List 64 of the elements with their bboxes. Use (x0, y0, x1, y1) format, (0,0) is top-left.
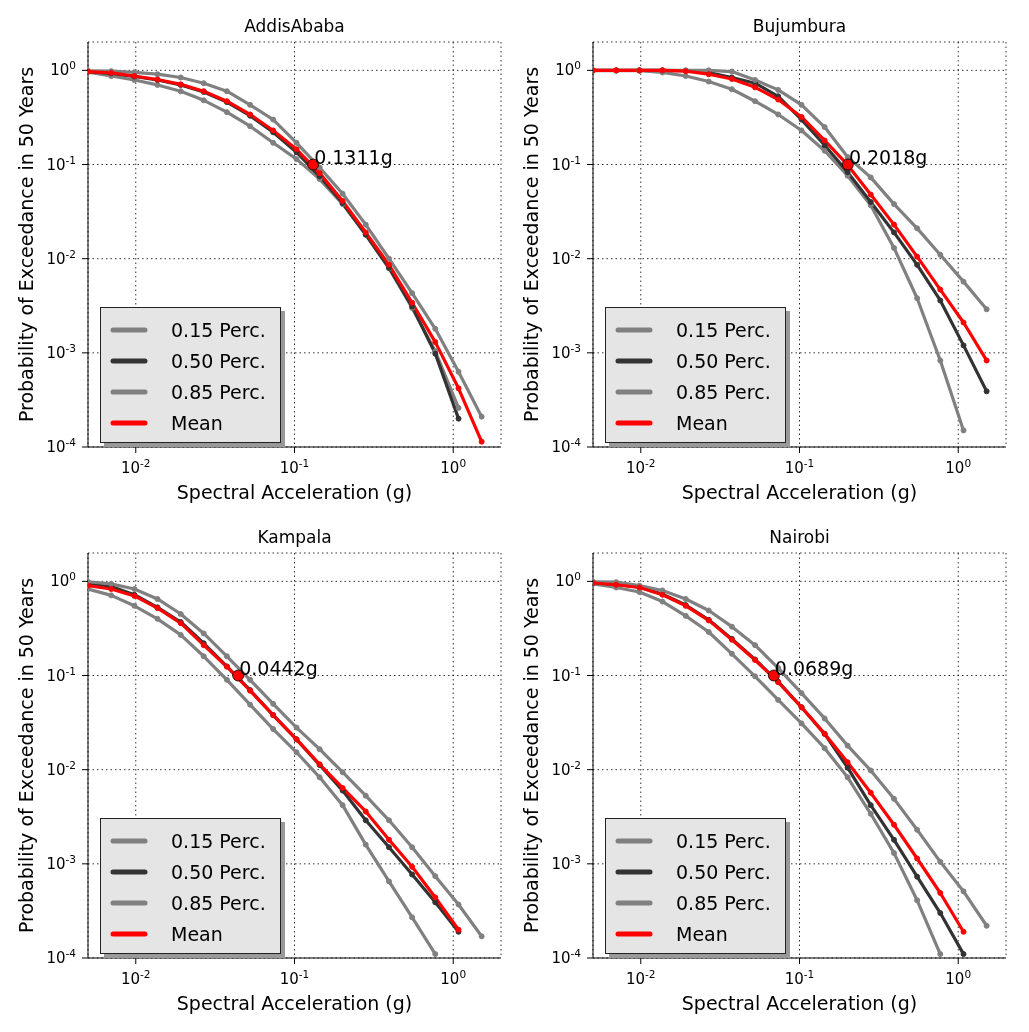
x-tick-label: 10$^{-1}$ (784, 968, 815, 988)
annotation: 0.0442g (239, 656, 318, 679)
y-axis-title: Probability of Exceedance in 50 Years (520, 66, 542, 423)
y-tick-label: 10$^{-2}$ (46, 758, 76, 779)
legend-label: 0.15 Perc. (171, 318, 266, 341)
legend-label: Mean (171, 411, 223, 434)
y-tick-label: 10$^{-3}$ (46, 852, 76, 873)
y-tick-label: 10$^{-1}$ (551, 153, 581, 174)
x-axis-title: Spectral Acceleration (g) (681, 992, 918, 1014)
x-tick-label: 10$^{0}$ (945, 457, 972, 477)
x-tick-label: 10$^{-2}$ (120, 457, 151, 477)
legend-label: 0.85 Perc. (171, 380, 266, 403)
x-tick-label: 10$^{-2}$ (625, 457, 656, 477)
y-tick-label: 10$^{0}$ (555, 59, 581, 80)
y-tick-label: 10$^{-2}$ (46, 247, 76, 268)
y-tick-label: 10$^{-4}$ (46, 947, 77, 967)
y-tick-label: 10$^{-1}$ (551, 664, 581, 685)
legend-label: 0.15 Perc. (171, 829, 266, 852)
legend-label: 0.85 Perc. (676, 380, 771, 403)
y-tick-label: 10$^{-4}$ (46, 436, 77, 456)
y-axis-title: Probability of Exceedance in 50 Years (15, 66, 37, 423)
y-tick-label: 10$^{0}$ (50, 59, 76, 80)
legend-label: Mean (676, 922, 728, 945)
legend-label: 0.15 Perc. (676, 318, 771, 341)
y-tick-label: 10$^{-1}$ (46, 664, 76, 685)
y-tick-label: 10$^{-4}$ (551, 947, 582, 967)
x-tick-label: 10$^{0}$ (440, 968, 467, 988)
x-axis-title: Spectral Acceleration (g) (176, 992, 413, 1014)
legend-label: 0.15 Perc. (676, 829, 771, 852)
x-tick-label: 10$^{-1}$ (279, 457, 310, 477)
x-tick-label: 10$^{-1}$ (784, 457, 815, 477)
legend-label: 0.50 Perc. (171, 349, 266, 372)
annotation: 0.1311g (314, 145, 393, 168)
x-tick-label: 10$^{0}$ (945, 968, 972, 988)
x-tick-label: 10$^{-1}$ (279, 968, 310, 988)
y-tick-label: 10$^{-3}$ (551, 341, 581, 362)
legend-label: 0.50 Perc. (171, 860, 266, 883)
x-axis-title: Spectral Acceleration (g) (176, 481, 413, 503)
y-tick-label: 10$^{0}$ (555, 570, 581, 591)
y-axis-title: Probability of Exceedance in 50 Years (520, 577, 542, 934)
legend-label: 0.50 Perc. (676, 860, 771, 883)
y-tick-label: 10$^{-3}$ (551, 852, 581, 873)
chart-title: Kampala (257, 527, 332, 547)
x-axis-title: Spectral Acceleration (g) (681, 481, 918, 503)
y-tick-label: 10$^{-2}$ (551, 247, 581, 268)
x-tick-label: 10$^{-2}$ (120, 968, 151, 988)
y-tick-label: 10$^{-4}$ (551, 436, 582, 456)
chart-title: Bujumbura (752, 16, 847, 36)
legend-label: Mean (676, 411, 728, 434)
legend-label: 0.50 Perc. (676, 349, 771, 372)
y-axis-title: Probability of Exceedance in 50 Years (15, 577, 37, 934)
legend-label: 0.85 Perc. (676, 891, 771, 914)
x-tick-label: 10$^{-2}$ (625, 968, 656, 988)
annotation: 0.0689g (774, 656, 854, 679)
y-tick-label: 10$^{-1}$ (46, 153, 76, 174)
annotation: 0.2018g (848, 145, 928, 168)
chart-title: Nairobi (769, 527, 830, 547)
legend-label: Mean (171, 922, 223, 945)
y-tick-label: 10$^{-3}$ (46, 341, 76, 362)
y-tick-label: 10$^{-2}$ (551, 758, 581, 779)
x-tick-label: 10$^{0}$ (440, 457, 467, 477)
chart-title: AddisAbaba (244, 16, 345, 36)
legend-label: 0.85 Perc. (171, 891, 266, 914)
y-tick-label: 10$^{0}$ (50, 570, 76, 591)
